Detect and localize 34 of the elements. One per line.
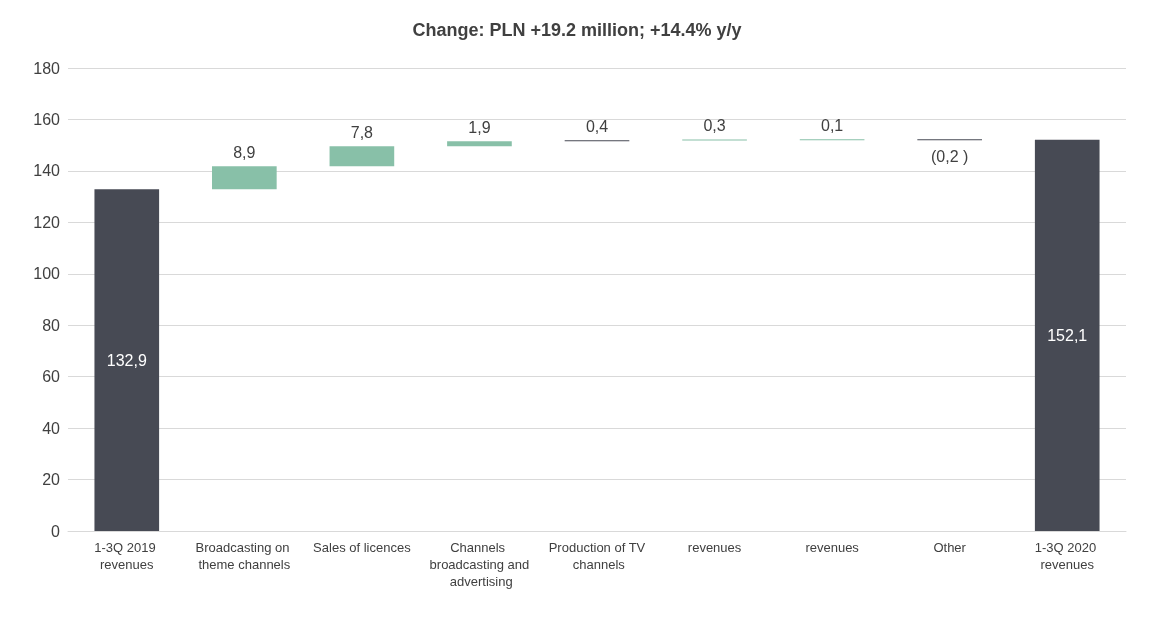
bar [212, 166, 277, 190]
data-label: 0,4 [585, 117, 609, 135]
data-label: 1,9 [468, 118, 491, 136]
x-tick-label: Production of TV channels [548, 540, 646, 572]
data-label: 132,9 [106, 351, 147, 369]
x-tick-label: Other [933, 540, 967, 555]
y-tick-label: 140 [33, 162, 61, 180]
y-tick-label: 100 [33, 265, 61, 283]
y-tick-label: 160 [33, 110, 61, 128]
y-tick-label: 120 [33, 213, 61, 231]
x-tick-label: 1-3Q 2020 revenues [1034, 540, 1100, 572]
data-label: (0,2 ) [930, 147, 969, 165]
y-tick-label: 0 [51, 522, 61, 540]
y-tick-label: 80 [42, 316, 61, 334]
bar [1034, 139, 1100, 531]
y-tick-label: 60 [42, 368, 61, 386]
x-tick-label: revenues [687, 540, 742, 555]
bar [447, 141, 512, 147]
x-tick-label: Channels broadcasting and advertising [429, 540, 530, 589]
x-tick-label: 1-3Q 2019 revenues [94, 540, 160, 572]
x-tick-label: Broadcasting on theme channels [195, 540, 294, 572]
x-tick-label: Sales of licences [313, 540, 412, 555]
data-label: 7,8 [350, 123, 374, 141]
data-label: 0,1 [820, 116, 844, 134]
y-tick-label: 180 [33, 59, 61, 77]
data-label: 152,1 [1047, 326, 1088, 344]
data-label: 0,3 [703, 117, 726, 135]
y-tick-label: 40 [42, 419, 61, 437]
bar [94, 189, 160, 531]
data-label: 8,9 [233, 143, 256, 161]
y-tick-label: 20 [42, 471, 61, 489]
bar [329, 146, 395, 167]
chart-title: Change: PLN +19.2 million; +14.4% y/y [412, 20, 742, 40]
x-tick-label: revenues [805, 540, 860, 555]
